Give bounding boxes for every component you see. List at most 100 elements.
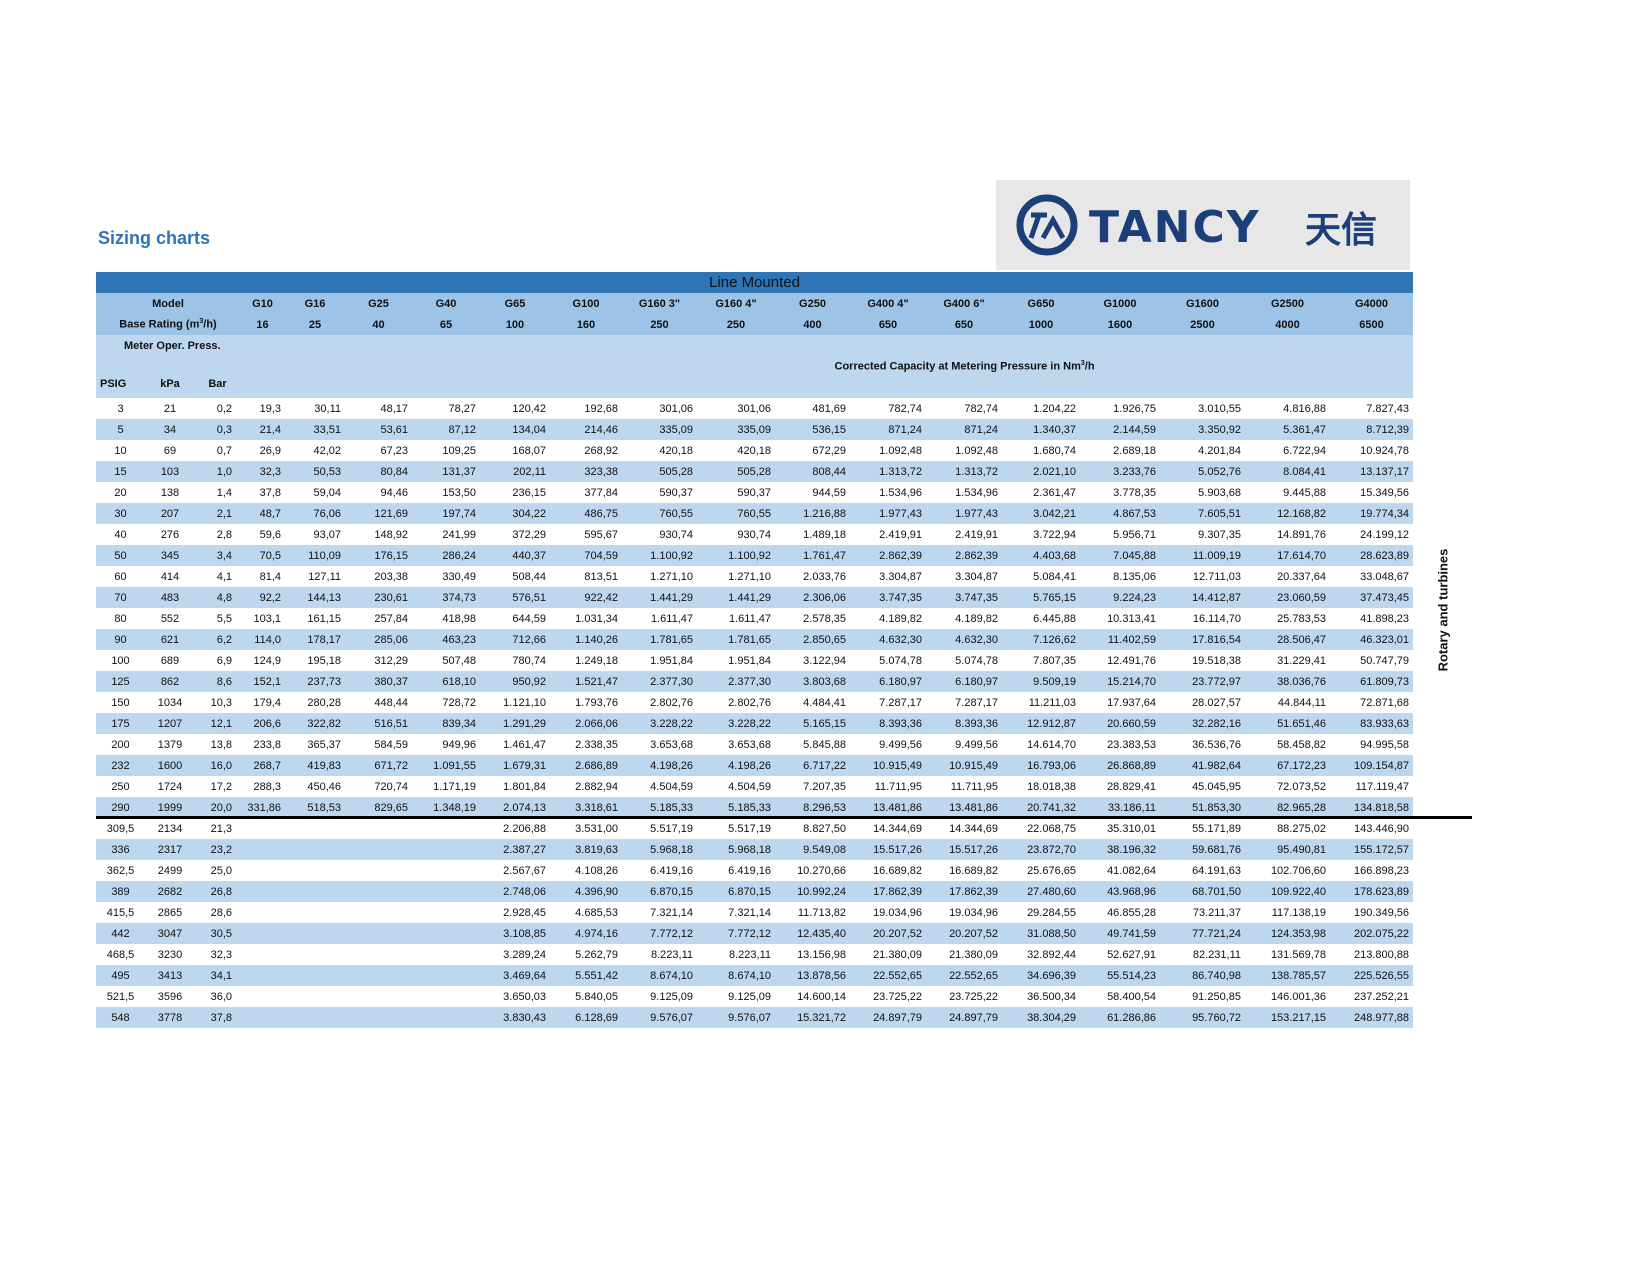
bar-cell: 34,1 <box>195 965 240 986</box>
base-rating-value: 250 <box>622 314 697 335</box>
capacity-cell: 30,11 <box>314 402 341 415</box>
capacity-cell: 102.706,60 <box>1270 864 1326 877</box>
capacity-cell <box>345 944 412 965</box>
capacity-cell: 152,1 <box>240 671 285 692</box>
bar-cell: 28,6 <box>210 906 232 919</box>
capacity-cell: 2.206,88 <box>503 822 546 835</box>
capacity-cell: 16.793,06 <box>1002 755 1080 776</box>
meter-oper-label: Meter Oper. Press. <box>96 335 1414 356</box>
base-rating-label: Base Rating (m3/h) <box>96 314 240 335</box>
capacity-cell: 1.461,47 <box>503 738 546 751</box>
capacity-cell: 86.740,98 <box>1160 965 1245 986</box>
capacity-cell: 31.088,50 <box>1002 923 1080 944</box>
capacity-cell: 3.531,00 <box>575 822 618 835</box>
capacity-cell: 2.144,59 <box>1080 419 1160 440</box>
capacity-cell: 4.632,30 <box>850 629 926 650</box>
capacity-cell: 27.480,60 <box>1002 881 1080 902</box>
bar-cell: 13,8 <box>210 738 232 751</box>
capacity-cell: 82.965,28 <box>1245 797 1330 818</box>
capacity-cell: 760,55 <box>622 503 697 524</box>
capacity-cell <box>345 965 412 986</box>
kpa-cell: 552 <box>160 612 180 625</box>
capacity-cell: 3.747,35 <box>850 587 926 608</box>
capacity-cell: 31.229,41 <box>1277 654 1326 667</box>
capacity-cell: 4.974,16 <box>550 923 622 944</box>
capacity-cell: 15.321,72 <box>775 1007 850 1028</box>
model-header: G40 <box>412 293 480 314</box>
capacity-cell <box>345 923 412 944</box>
bar-cell: 4,8 <box>195 587 240 608</box>
capacity-cell: 330,49 <box>442 570 476 583</box>
kpa-cell: 276 <box>160 528 180 541</box>
capacity-cell: 1.100,92 <box>697 545 775 566</box>
table-row: 50 345 3,4 70,5 110,09 176,15 286,24 440,37 704,… <box>96 545 1414 566</box>
base-rating-value: 160 <box>550 314 622 335</box>
capacity-cell: 14.614,70 <box>1027 738 1076 751</box>
capacity-cell <box>285 986 345 1007</box>
capacity-cell: 7.605,51 <box>1160 503 1245 524</box>
capacity-cell: 28.623,89 <box>1330 545 1414 566</box>
capacity-cell <box>345 902 412 923</box>
capacity-cell: 12.168,82 <box>1245 503 1330 524</box>
capacity-cell <box>285 860 345 881</box>
capacity-cell: 450,46 <box>307 780 341 793</box>
capacity-cell: 13.481,86 <box>926 797 1002 818</box>
base-rating-value: 16 <box>240 314 285 335</box>
capacity-cell: 13.878,56 <box>775 965 850 986</box>
capacity-cell: 286,24 <box>412 545 480 566</box>
capacity-cell: 505,28 <box>697 461 775 482</box>
capacity-cell: 720,74 <box>374 780 408 793</box>
capacity-cell: 380,37 <box>345 671 412 692</box>
capacity-cell: 808,44 <box>775 461 850 482</box>
capacity-cell: 5.262,79 <box>575 948 618 961</box>
capacity-cell <box>240 923 285 944</box>
capacity-cell: 3.318,61 <box>550 797 622 818</box>
kpa-cell: 414 <box>160 570 180 583</box>
capacity-cell: 20.207,52 <box>850 923 926 944</box>
capacity-cell: 20.207,52 <box>926 923 1002 944</box>
capacity-cell: 237.252,21 <box>1353 990 1410 1003</box>
capacity-cell: 237,73 <box>285 671 345 692</box>
capacity-cell: 42,02 <box>313 444 341 457</box>
capacity-cell: 9.499,56 <box>955 738 998 751</box>
capacity-cell: 109.154,87 <box>1330 755 1414 776</box>
capacity-cell <box>285 818 345 839</box>
capacity-cell: 335,09 <box>622 419 697 440</box>
capacity-cell: 2.338,35 <box>575 738 618 751</box>
capacity-cell: 230,61 <box>345 587 412 608</box>
capacity-cell: 58.400,54 <box>1107 990 1156 1003</box>
section-divider <box>96 816 1472 819</box>
capacity-cell: 11.711,95 <box>950 780 998 793</box>
capacity-cell: 202,11 <box>480 461 550 482</box>
kpa-cell: 21 <box>163 402 177 415</box>
capacity-cell: 83.933,63 <box>1330 713 1414 734</box>
capacity-cell <box>412 965 480 986</box>
capacity-cell: 70,5 <box>240 545 285 566</box>
capacity-cell <box>240 818 285 839</box>
model-header: G25 <box>345 293 412 314</box>
bar-cell: 5,5 <box>216 612 232 625</box>
psig-cell: 150 <box>111 696 130 709</box>
table-row: 442 3047 30,5 3.108,85 4.974,16 7.772,12 7.772… <box>96 923 1414 944</box>
psig-cell: 495 <box>96 965 145 986</box>
capacity-cell: 584,59 <box>374 738 408 751</box>
capacity-cell <box>345 1007 412 1028</box>
bar-cell: 37,8 <box>195 1007 240 1028</box>
capacity-cell: 5.551,42 <box>550 965 622 986</box>
capacity-cell <box>285 944 345 965</box>
capacity-cell: 117.119,47 <box>1355 780 1410 793</box>
table-row: 60 414 4,1 81,4 127,11 203,38 330,49 508,44 813,… <box>96 566 1413 587</box>
capacity-cell: 3.304,87 <box>955 570 998 583</box>
capacity-cell: 23.772,97 <box>1160 671 1245 692</box>
capacity-cell: 143.446,90 <box>1353 822 1410 835</box>
capacity-cell <box>345 881 412 902</box>
capacity-cell: 7.287,17 <box>955 696 998 709</box>
capacity-cell: 233,8 <box>253 738 281 751</box>
capacity-cell: 8.135,06 <box>1113 570 1156 583</box>
table-row: 415,5 2865 28,6 2.928,45 4.685,53 7.321,14 7.3… <box>96 902 1413 923</box>
capacity-cell: 1.271,10 <box>650 570 693 583</box>
capacity-cell: 301,06 <box>737 402 771 415</box>
capacity-cell: 372,29 <box>512 528 546 541</box>
psig-cell: 175 <box>96 713 145 734</box>
model-label: Model <box>96 293 240 314</box>
